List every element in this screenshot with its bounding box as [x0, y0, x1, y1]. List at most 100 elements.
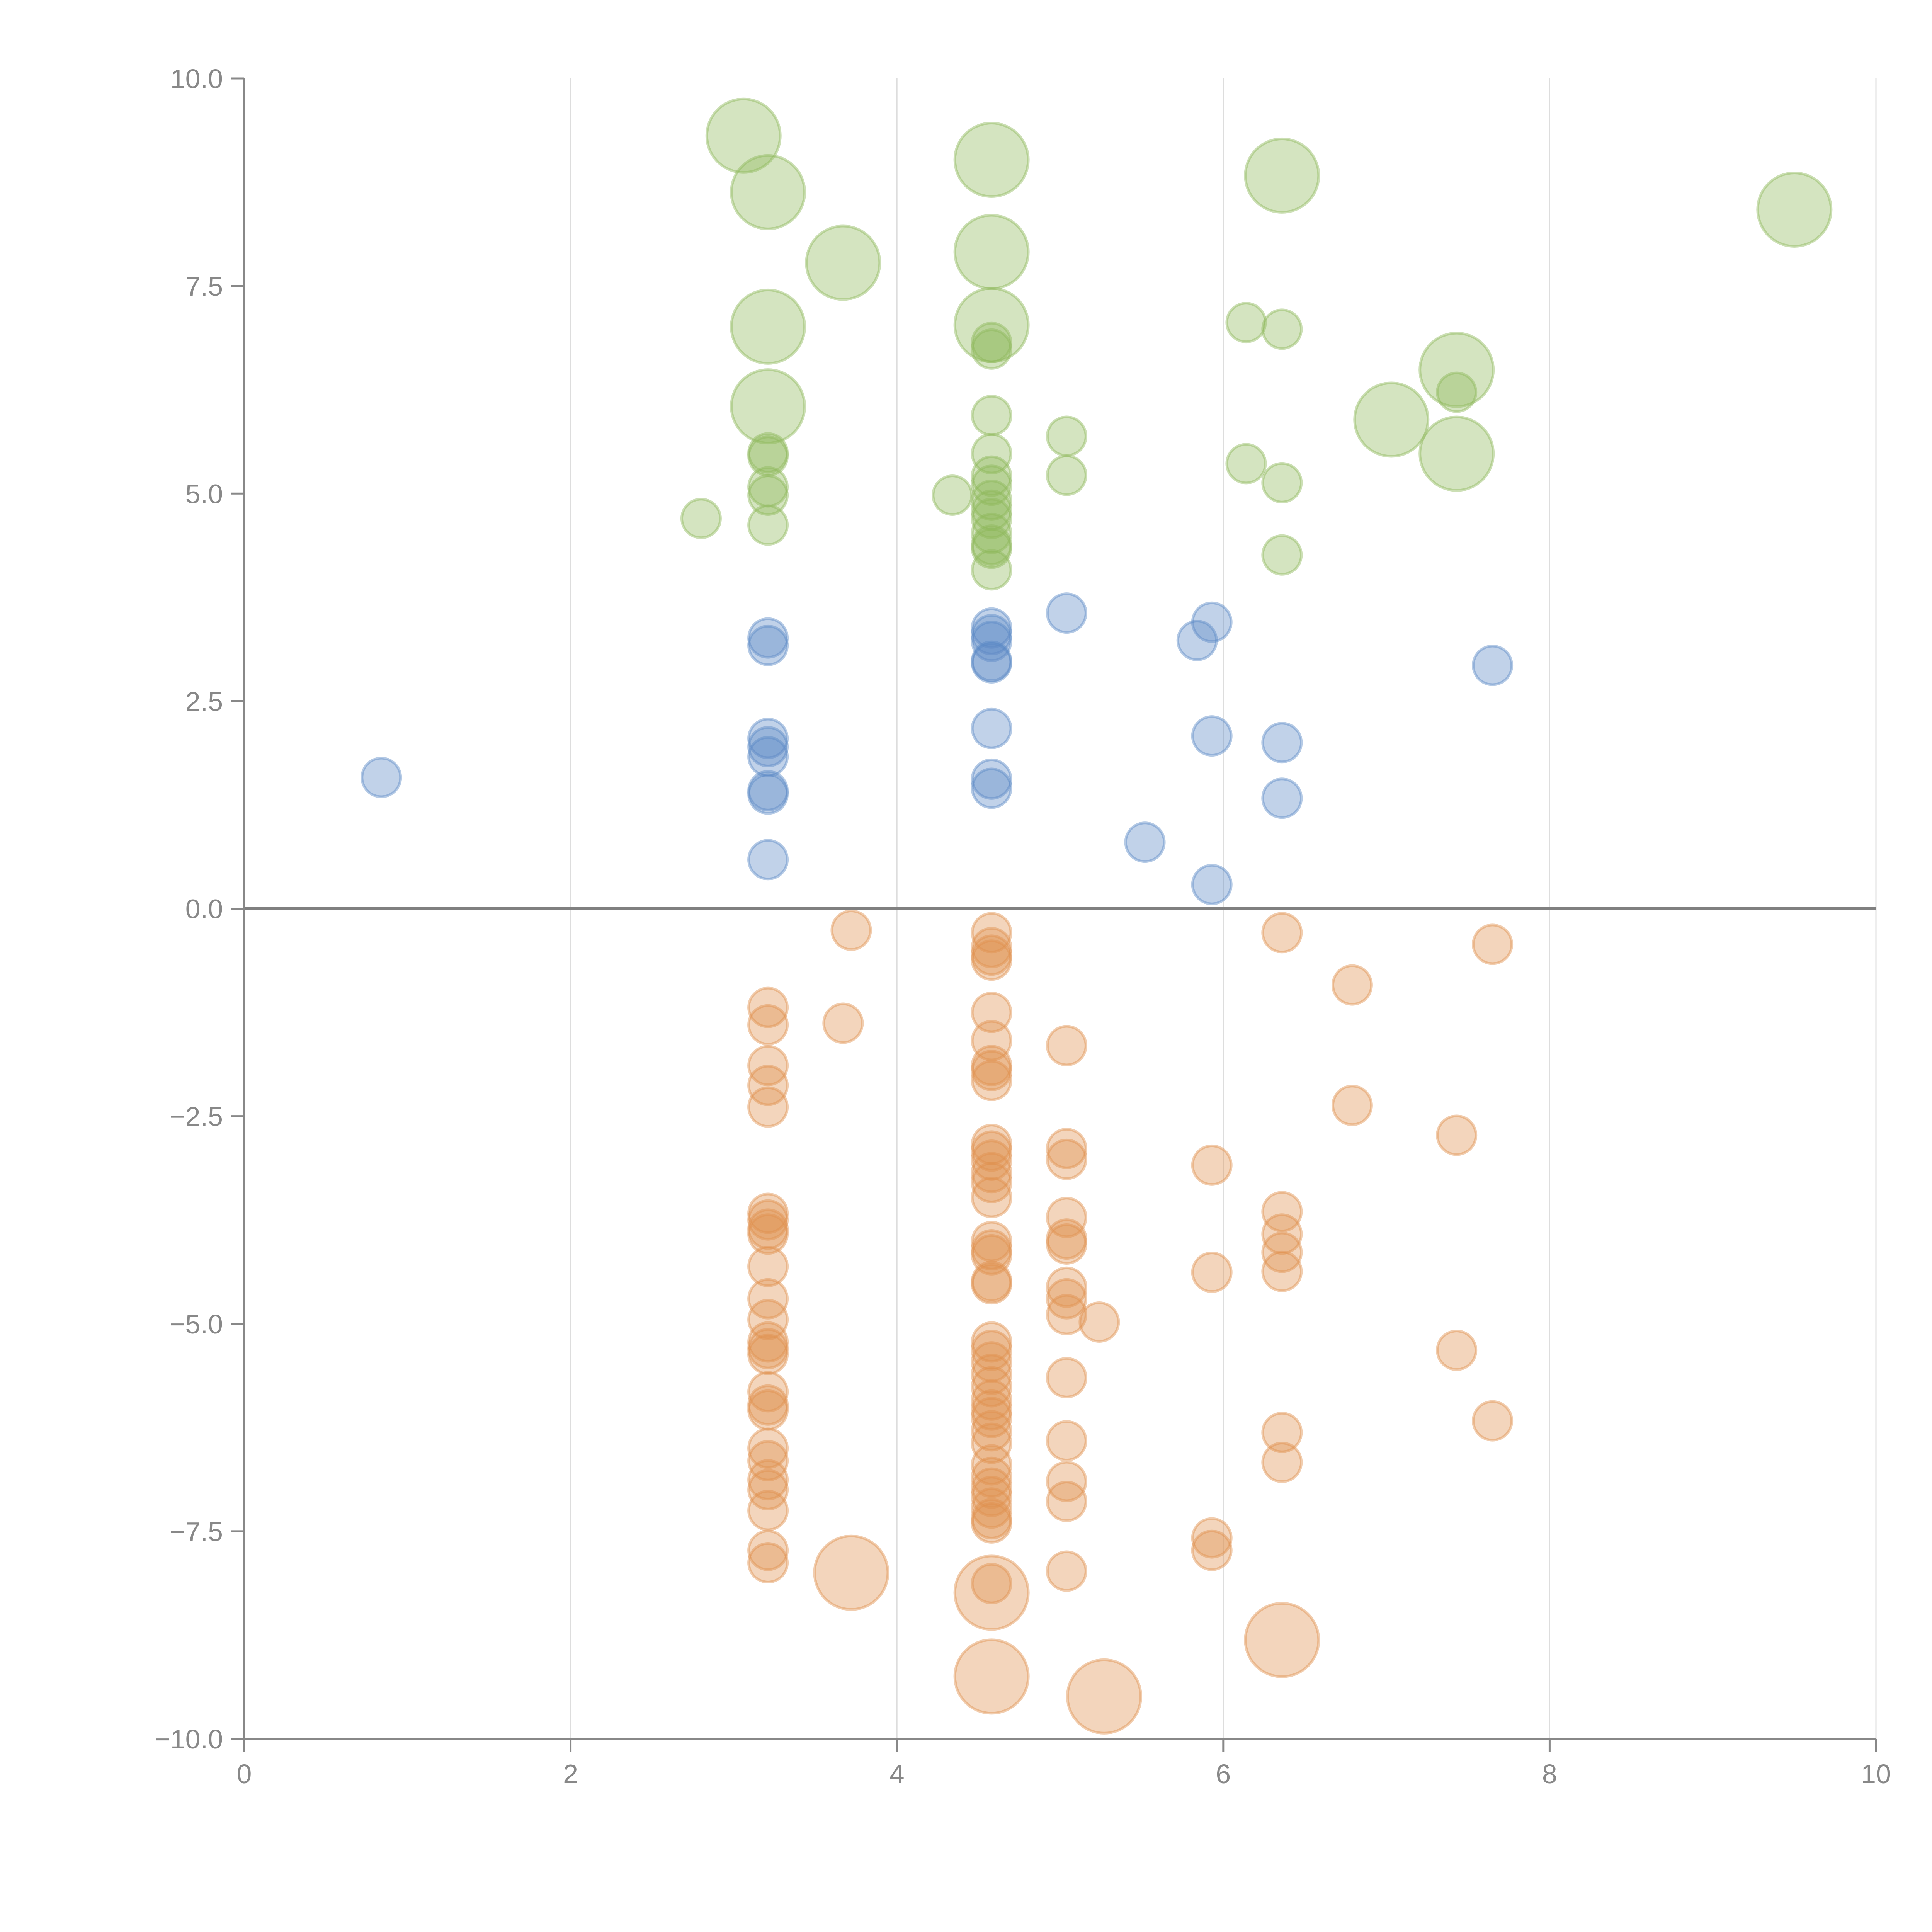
data-point-orange[interactable] [1046, 1278, 1087, 1320]
data-point-blue[interactable] [1472, 645, 1514, 686]
data-point-orange[interactable] [1046, 1294, 1087, 1335]
data-point-green[interactable] [971, 524, 1012, 566]
data-point-blue[interactable] [361, 757, 402, 798]
data-point-blue[interactable] [971, 707, 1012, 749]
data-point-orange[interactable] [971, 934, 1012, 976]
data-point-green[interactable] [1261, 462, 1303, 503]
data-point-orange[interactable] [747, 1086, 789, 1128]
data-point-green[interactable] [971, 321, 1012, 363]
data-point-green[interactable] [1756, 171, 1833, 248]
data-point-orange[interactable] [1331, 964, 1373, 1006]
data-point-orange[interactable] [747, 1299, 789, 1340]
data-point-orange[interactable] [1191, 1252, 1233, 1293]
data-point-orange[interactable] [1046, 1461, 1087, 1502]
data-point-blue[interactable] [971, 758, 1012, 800]
data-point-orange[interactable] [1261, 1412, 1303, 1453]
data-point-orange[interactable] [747, 1192, 789, 1234]
data-point-orange[interactable] [971, 1498, 1012, 1540]
data-point-green[interactable] [680, 498, 722, 539]
data-point-orange[interactable] [747, 1328, 789, 1369]
data-point-orange[interactable] [1046, 1550, 1087, 1592]
data-point-orange[interactable] [1261, 1442, 1303, 1483]
data-point-green[interactable] [971, 479, 1012, 521]
data-point-green[interactable] [805, 224, 881, 301]
data-point-orange[interactable] [1472, 923, 1514, 965]
data-point-blue[interactable] [1191, 715, 1233, 757]
data-point-orange[interactable] [1046, 1420, 1087, 1462]
data-point-green[interactable] [971, 464, 1012, 506]
data-point-orange[interactable] [747, 1208, 789, 1250]
data-point-orange[interactable] [1046, 1266, 1087, 1308]
data-point-orange[interactable] [747, 1389, 789, 1431]
data-point-orange[interactable] [1046, 1197, 1087, 1238]
data-point-orange[interactable] [1046, 1481, 1087, 1522]
data-point-orange[interactable] [747, 1213, 789, 1255]
data-point-orange[interactable] [971, 1045, 1012, 1087]
data-point-orange[interactable] [1066, 1658, 1143, 1735]
data-point-orange[interactable] [747, 1427, 789, 1469]
data-point-orange[interactable] [1191, 1517, 1233, 1559]
data-point-green[interactable] [971, 455, 1012, 497]
data-point-green[interactable] [971, 527, 1012, 569]
data-point-orange[interactable] [747, 1459, 789, 1501]
data-point-orange[interactable] [971, 1563, 1012, 1604]
data-point-blue[interactable] [747, 736, 789, 777]
data-point-orange[interactable] [747, 1440, 789, 1481]
data-point-orange[interactable] [1261, 1250, 1303, 1292]
data-point-green[interactable] [747, 504, 789, 546]
data-point-orange[interactable] [747, 1529, 789, 1571]
data-point-orange[interactable] [1261, 1213, 1303, 1255]
data-point-orange[interactable] [1046, 1025, 1087, 1066]
data-point-blue[interactable] [747, 718, 789, 759]
data-point-orange[interactable] [747, 1004, 789, 1046]
data-point-blue[interactable] [971, 607, 1012, 649]
data-point-orange[interactable] [953, 1638, 1030, 1715]
data-point-blue[interactable] [971, 642, 1012, 684]
data-point-blue[interactable] [971, 621, 1012, 662]
data-point-green[interactable] [932, 474, 973, 516]
data-point-blue[interactable] [1176, 620, 1218, 662]
data-point-orange[interactable] [822, 1002, 864, 1044]
data-point-orange[interactable] [971, 1049, 1012, 1091]
data-point-orange[interactable] [1046, 1128, 1087, 1169]
data-point-blue[interactable] [1124, 821, 1166, 863]
data-point-orange[interactable] [971, 1229, 1012, 1271]
data-point-orange[interactable] [747, 1199, 789, 1241]
data-point-orange[interactable] [747, 1384, 789, 1426]
data-point-blue[interactable] [1046, 592, 1087, 634]
data-point-orange[interactable] [1191, 1144, 1233, 1186]
data-point-green[interactable] [747, 474, 789, 516]
data-point-blue[interactable] [747, 726, 789, 768]
data-point-green[interactable] [1046, 454, 1087, 496]
data-point-blue[interactable] [1261, 722, 1303, 764]
data-point-orange[interactable] [1261, 1191, 1303, 1233]
data-point-orange[interactable] [830, 909, 872, 951]
data-point-green[interactable] [1244, 137, 1320, 214]
data-point-green[interactable] [1046, 415, 1087, 457]
data-point-green[interactable] [730, 288, 806, 365]
data-point-orange[interactable] [1436, 1114, 1478, 1156]
data-point-green[interactable] [953, 122, 1030, 198]
data-point-green[interactable] [1261, 534, 1303, 576]
data-point-orange[interactable] [1331, 1085, 1373, 1126]
data-point-orange[interactable] [971, 1354, 1012, 1395]
data-point-green[interactable] [1225, 302, 1267, 344]
data-point-orange[interactable] [971, 912, 1012, 954]
data-point-orange[interactable] [971, 1389, 1012, 1431]
data-point-orange[interactable] [747, 1490, 789, 1531]
data-point-green[interactable] [1436, 371, 1478, 413]
data-point-orange[interactable] [971, 1162, 1012, 1204]
data-point-orange[interactable] [971, 939, 1012, 981]
data-point-orange[interactable] [1046, 1138, 1087, 1180]
data-point-orange[interactable] [747, 986, 789, 1028]
data-point-blue[interactable] [1191, 601, 1233, 643]
data-point-orange[interactable] [971, 1444, 1012, 1486]
data-point-blue[interactable] [1261, 777, 1303, 819]
data-point-orange[interactable] [1046, 1218, 1087, 1260]
data-point-orange[interactable] [971, 1321, 1012, 1363]
data-point-orange[interactable] [971, 1487, 1012, 1529]
data-point-orange[interactable] [971, 1379, 1012, 1421]
data-point-orange[interactable] [971, 1020, 1012, 1061]
data-point-green[interactable] [1353, 381, 1430, 458]
data-point-orange[interactable] [971, 1263, 1012, 1305]
